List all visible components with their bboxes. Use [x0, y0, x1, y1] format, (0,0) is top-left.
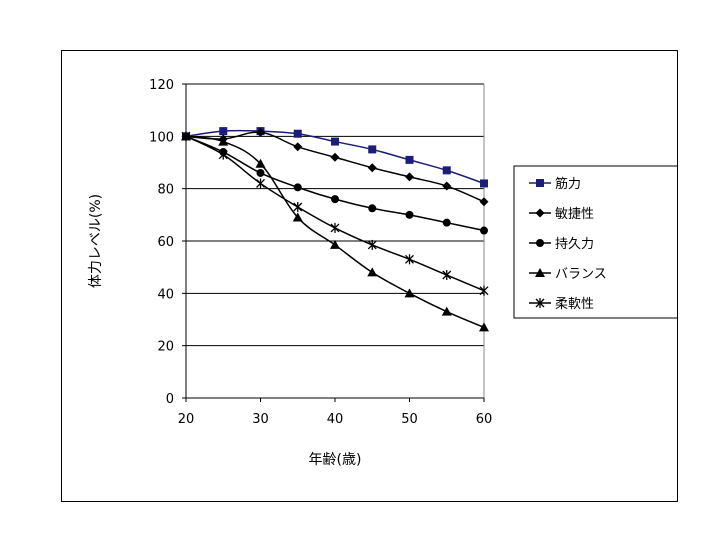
y-tick-label-80: 80	[157, 183, 174, 198]
x-tick-label-40: 40	[327, 412, 344, 427]
x-tick-label-30: 30	[252, 412, 269, 427]
x-axis-title: 年齢(歳)	[309, 452, 362, 468]
legend-label-3: 持久力	[555, 237, 594, 252]
data-point-1-40	[331, 137, 339, 146]
legend-marker-3	[536, 239, 544, 247]
data-point-3-35	[293, 183, 302, 192]
data-point-5-40	[330, 222, 340, 233]
y-tick-label-120: 120	[149, 78, 174, 93]
y-tick-label-0: 0	[166, 392, 174, 407]
x-tick-label-60: 60	[476, 412, 493, 427]
legend-label-5: 柔軟性	[555, 296, 594, 312]
legend-label-1: 筋力	[555, 176, 581, 192]
data-point-3-45	[368, 204, 377, 213]
data-point-3-60	[480, 226, 488, 235]
x-tick-label-50: 50	[401, 412, 418, 427]
line-chart: 0 20 40 60 80 100 120 20 30 40 50 60 年齢(歳) 体力レベル(%) 筋力…	[88, 78, 677, 468]
data-point-4-60	[479, 322, 489, 332]
chart-frame: 0 20 40 60 80 100 120 20 30 40 50 60 年齢(歳) 体力レベル(%) 筋力…	[61, 50, 678, 502]
legend-marker-2	[535, 208, 545, 218]
data-point-4-25	[218, 136, 229, 146]
data-point-4-30	[255, 158, 266, 168]
y-tick-label-40: 40	[157, 287, 174, 302]
y-tick-label-60: 60	[157, 235, 174, 250]
data-point-2-40	[330, 152, 340, 162]
data-point-5-35	[293, 201, 303, 212]
data-point-1-50	[405, 155, 414, 164]
data-point-3-55	[442, 218, 451, 227]
data-point-1-60	[480, 179, 488, 188]
legend-marker-5	[535, 298, 545, 308]
legend-label-2: 敏捷性	[555, 207, 594, 222]
data-point-1-45	[368, 145, 377, 154]
data-point-3-50	[405, 210, 414, 219]
y-tick-label-20: 20	[157, 340, 174, 355]
legend-item-3: 持久力	[529, 237, 594, 252]
x-tick-label-20: 20	[178, 412, 195, 427]
data-point-5-50	[405, 254, 414, 265]
series-4	[181, 131, 489, 332]
data-point-5-20	[181, 131, 191, 142]
data-point-5-45	[367, 239, 377, 250]
data-point-2-60	[479, 197, 489, 207]
data-point-4-50	[404, 288, 415, 298]
series-3	[182, 132, 488, 235]
legend-item-4: バランス	[529, 267, 607, 282]
data-point-4-40	[330, 239, 340, 249]
data-point-5-30	[256, 178, 265, 189]
data-point-3-40	[331, 195, 339, 204]
series-5	[181, 131, 489, 296]
legend-item-1: 筋力	[529, 176, 581, 192]
data-point-3-30	[256, 168, 265, 177]
y-axis-title: 体力レベル(%)	[88, 194, 104, 288]
y-tick-label-100: 100	[149, 130, 174, 145]
legend-item-5: 柔軟性	[529, 296, 594, 312]
legend-item-2: 敏捷性	[529, 207, 594, 222]
legend-marker-4	[535, 268, 545, 277]
data-point-4-35	[292, 212, 303, 222]
legend-marker-1	[536, 179, 544, 187]
data-point-2-35	[293, 142, 303, 152]
legend-label-4: バランス	[555, 267, 607, 282]
data-point-1-35	[293, 129, 302, 138]
data-point-5-25	[218, 149, 228, 160]
data-point-5-55	[442, 270, 452, 281]
data-point-2-50	[405, 172, 414, 182]
data-point-5-60	[479, 285, 489, 296]
data-point-1-55	[442, 166, 451, 175]
data-point-2-45	[367, 163, 377, 173]
data-point-4-55	[441, 306, 452, 316]
data-point-2-55	[442, 181, 452, 191]
data-point-4-45	[367, 267, 378, 277]
data-point-1-25	[219, 127, 228, 136]
